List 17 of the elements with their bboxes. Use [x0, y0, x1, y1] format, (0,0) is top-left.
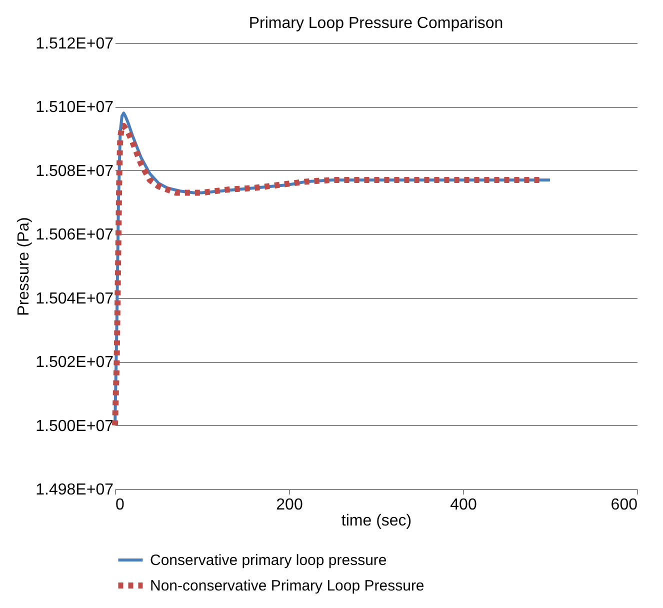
- y-axis-title: Pressure (Pa): [16, 217, 33, 316]
- x-tick-label: 0: [116, 496, 124, 514]
- y-tick-label: 1.498E+07: [36, 482, 114, 498]
- legend-label: Conservative primary loop pressure: [150, 552, 387, 569]
- y-tick-label: 1.506E+07: [36, 226, 114, 244]
- legend-label: Non-conservative Primary Loop Pressure: [150, 578, 424, 594]
- x-tick-label: 600: [610, 496, 638, 514]
- x-axis-title: time (sec): [341, 512, 412, 530]
- y-tick-label: 1.512E+07: [36, 36, 114, 52]
- x-tick-label: 200: [276, 496, 303, 514]
- y-tick-label: 1.504E+07: [36, 290, 114, 308]
- y-tick-label: 1.508E+07: [36, 162, 114, 180]
- y-tick-label: 1.510E+07: [36, 99, 114, 116]
- x-tick-label: 400: [450, 496, 477, 514]
- chart-title: Primary Loop Pressure Comparison: [248, 15, 504, 32]
- y-tick-label: 1.500E+07: [36, 418, 114, 435]
- y-tick-label: 1.502E+07: [36, 354, 114, 372]
